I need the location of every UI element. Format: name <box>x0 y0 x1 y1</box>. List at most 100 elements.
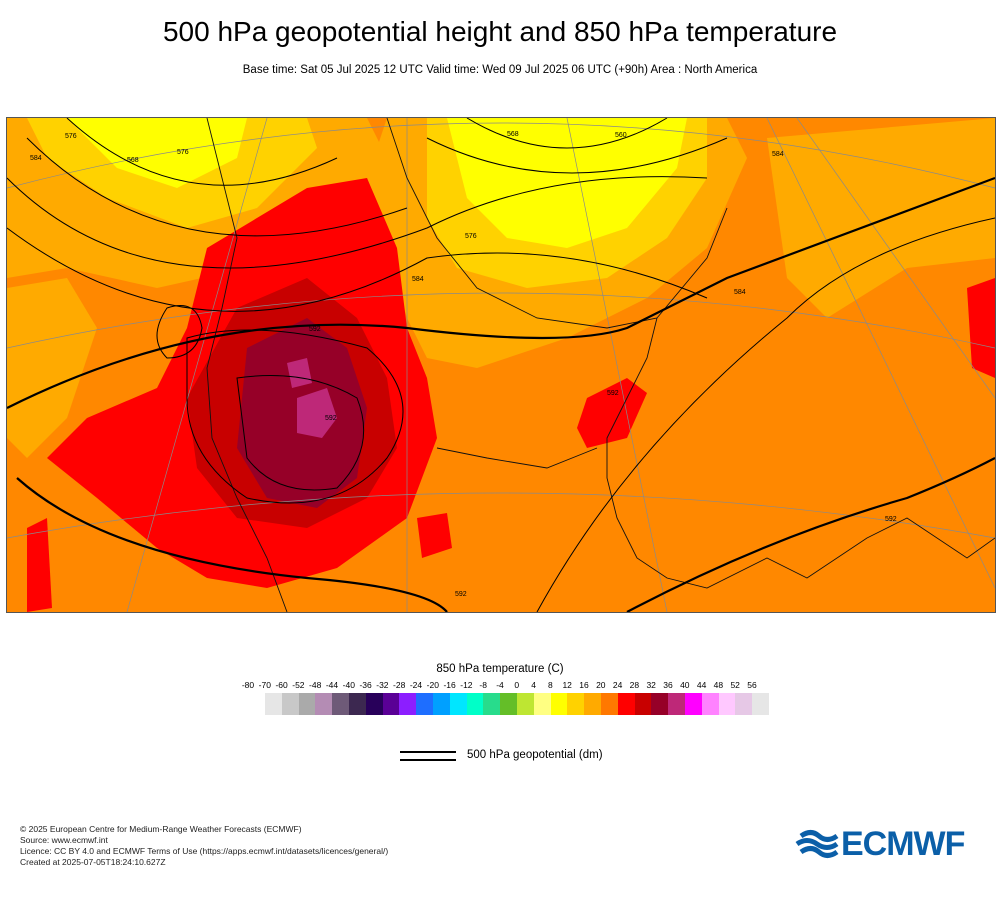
contour-label: 584 <box>30 155 42 162</box>
credit-line: © 2025 European Centre for Medium-Range … <box>20 824 302 834</box>
legend-tick-label: -60 <box>275 680 288 690</box>
temp-region-20 <box>577 378 647 448</box>
color-swatch <box>634 693 652 715</box>
legend-title: 850 hPa temperature (C) <box>436 663 564 675</box>
contour-label: 584 <box>412 276 424 283</box>
color-swatch <box>668 693 685 715</box>
legend-tick-label: -80 <box>241 680 255 690</box>
chart-title: 500 hPa geopotential height and 850 hPa … <box>162 16 838 47</box>
color-swatch <box>600 693 618 715</box>
color-swatch <box>483 693 501 715</box>
legend-tick-label: 16 <box>579 680 589 690</box>
contour-label: 560 <box>615 132 627 139</box>
color-swatch <box>701 693 719 715</box>
color-swatch <box>533 693 551 715</box>
color-swatch <box>651 693 669 715</box>
contour-label: 592 <box>885 516 897 523</box>
contour-label: 576 <box>465 233 477 240</box>
legend-tick-labels: -80 -70 -60 -52 -48 -44 -40 -36 -32 -28 -24 -20 -16-… <box>240 680 760 692</box>
contour-label: 584 <box>772 151 784 158</box>
legend-tick-label: -32 <box>376 680 389 690</box>
legend-tick-label: 0 <box>514 680 520 690</box>
temp-region-20 <box>967 278 995 378</box>
color-swatch <box>718 693 736 715</box>
contour-label: 568 <box>127 157 139 164</box>
credit-line: Licence: CC BY 4.0 and ECMWF Terms of Us… <box>20 846 389 856</box>
color-swatch <box>466 693 484 715</box>
color-swatch <box>298 693 316 715</box>
legend-tick-label: 44 <box>696 680 707 690</box>
color-swatch <box>332 693 349 715</box>
color-scale-bar <box>265 693 769 715</box>
color-swatch <box>265 693 282 715</box>
legend-tick-label: -8 <box>479 680 487 690</box>
legend-tick-label: 36 <box>663 680 673 690</box>
contour-label: 592 <box>325 415 337 422</box>
contour-label: 592 <box>607 390 619 397</box>
coastlines <box>206 118 995 612</box>
legend-tick-label: 28 <box>629 680 640 690</box>
legend-tick-label: 56 <box>747 680 757 690</box>
contour-label: 592 <box>309 326 321 333</box>
legend-tick-label: 4 <box>531 680 536 690</box>
legend-tick-label: 40 <box>680 680 690 690</box>
color-swatch <box>348 693 366 715</box>
temp-region-12 <box>767 118 995 318</box>
legend-tick-label: -20 <box>426 680 439 690</box>
legend-tick-label: -24 <box>409 680 423 690</box>
map-canvas: 568 560 584 576 584 592 576 568 584 584 … <box>7 118 995 612</box>
geopotential-contours <box>7 118 995 612</box>
contour-labels: 568 560 584 576 584 592 576 568 584 584 … <box>30 131 897 598</box>
contour-label: 568 <box>507 131 519 138</box>
chart-subtitle: Base time: Sat 05 Jul 2025 12 UTC Valid … <box>242 64 758 76</box>
color-swatch <box>399 693 417 715</box>
contour-label: 584 <box>734 289 746 296</box>
legend-tick-label: 48 <box>713 680 724 690</box>
legend-tick-label: -48 <box>309 680 322 690</box>
legend-tick-label: -70 <box>258 680 271 690</box>
contour-label: 592 <box>455 591 467 598</box>
temp-region-8 <box>67 118 247 188</box>
color-swatch <box>516 693 534 715</box>
color-swatch <box>617 693 635 715</box>
credit-line: Source: www.ecmwf.int <box>20 835 108 845</box>
weather-map[interactable]: 568 560 584 576 584 592 576 568 584 584 … <box>6 117 996 613</box>
color-swatch <box>684 693 702 715</box>
temp-region-32 <box>287 358 312 388</box>
color-swatch <box>382 693 400 715</box>
color-swatch <box>281 693 299 715</box>
color-swatch <box>365 693 383 715</box>
legend-tick-label: 20 <box>596 680 606 690</box>
color-swatch <box>500 693 517 715</box>
legend-tick-label: -44 <box>325 680 339 690</box>
ecmwf-logo: ECMWF <box>795 826 985 862</box>
color-swatch <box>567 693 585 715</box>
legend-tick-label: -28 <box>393 680 406 690</box>
temp-region-20 <box>27 518 52 612</box>
legend-tick-label: -36 <box>359 680 372 690</box>
color-swatch <box>416 693 433 715</box>
legend-tick-label: 52 <box>730 680 740 690</box>
contour-label: 576 <box>177 149 189 156</box>
credits-block: © 2025 European Centre for Medium-Range … <box>20 824 388 868</box>
color-swatch <box>735 693 753 715</box>
legend-tick-label: -16 <box>443 680 456 690</box>
color-swatch <box>449 693 467 715</box>
legend-tick-label: -4 <box>496 680 504 690</box>
legend-tick-label: 24 <box>612 680 623 690</box>
temp-region-8 <box>447 118 687 248</box>
temp-region-32 <box>297 388 337 438</box>
temp-region-20 <box>417 513 452 558</box>
legend-tick-label: 8 <box>548 680 553 690</box>
legend-tick-label: 32 <box>646 680 656 690</box>
graticule <box>7 118 995 612</box>
legend-tick-label: 12 <box>562 680 572 690</box>
contour-legend-label: 500 hPa geopotential (dm) <box>467 749 603 761</box>
ecmwf-logo-text: ECMWF <box>841 825 965 863</box>
ecmwf-logo-icon <box>795 830 839 858</box>
legend-tick-label: -12 <box>460 680 473 690</box>
color-swatch <box>432 693 450 715</box>
legend-tick-label: -40 <box>342 680 355 690</box>
color-swatch <box>584 693 601 715</box>
color-swatch <box>315 693 333 715</box>
